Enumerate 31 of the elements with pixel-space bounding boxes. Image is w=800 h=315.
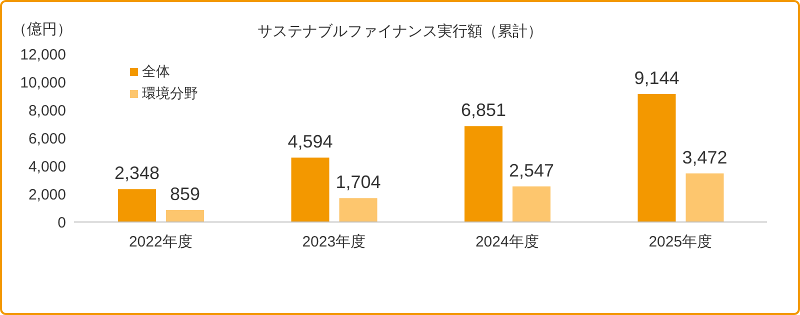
data-label: 2,348 — [114, 163, 160, 184]
x-tick-label: 2022年度 — [128, 234, 192, 251]
y-tick-label: 10,000 — [20, 74, 66, 92]
y-tick-label: 12,000 — [20, 46, 66, 64]
chart-title: サステナブルファイナンス実行額（累計） — [258, 23, 542, 40]
y-tick-label: 0 — [58, 214, 66, 232]
data-label: 4,594 — [288, 132, 333, 152]
bar — [512, 186, 550, 222]
bar — [464, 126, 502, 222]
y-tick-label: 6,000 — [28, 130, 66, 148]
bar — [686, 173, 724, 222]
data-label: 3,472 — [682, 147, 728, 168]
y-tick-label: 4,000 — [28, 158, 66, 176]
bar — [291, 158, 330, 222]
data-label: 9,144 — [634, 68, 680, 88]
data-label: 1,704 — [336, 172, 381, 192]
data-label: 6,851 — [460, 100, 506, 120]
legend-label: 全体 — [142, 63, 170, 79]
y-tick-label: 8,000 — [28, 102, 66, 120]
bar — [638, 94, 676, 222]
x-tick-label: 2023年度 — [302, 234, 366, 251]
x-tick-label: 2024年度 — [475, 234, 539, 251]
bar — [339, 198, 378, 222]
bar — [118, 189, 156, 222]
bar — [166, 210, 204, 222]
data-label: 2,547 — [508, 160, 554, 180]
legend-label: 環境分野 — [142, 85, 198, 101]
y-axis-title: （億円） — [12, 20, 72, 39]
data-label: 859 — [170, 184, 200, 204]
y-tick-label: 2,000 — [28, 186, 66, 204]
x-tick-label: 2025年度 — [648, 234, 712, 251]
